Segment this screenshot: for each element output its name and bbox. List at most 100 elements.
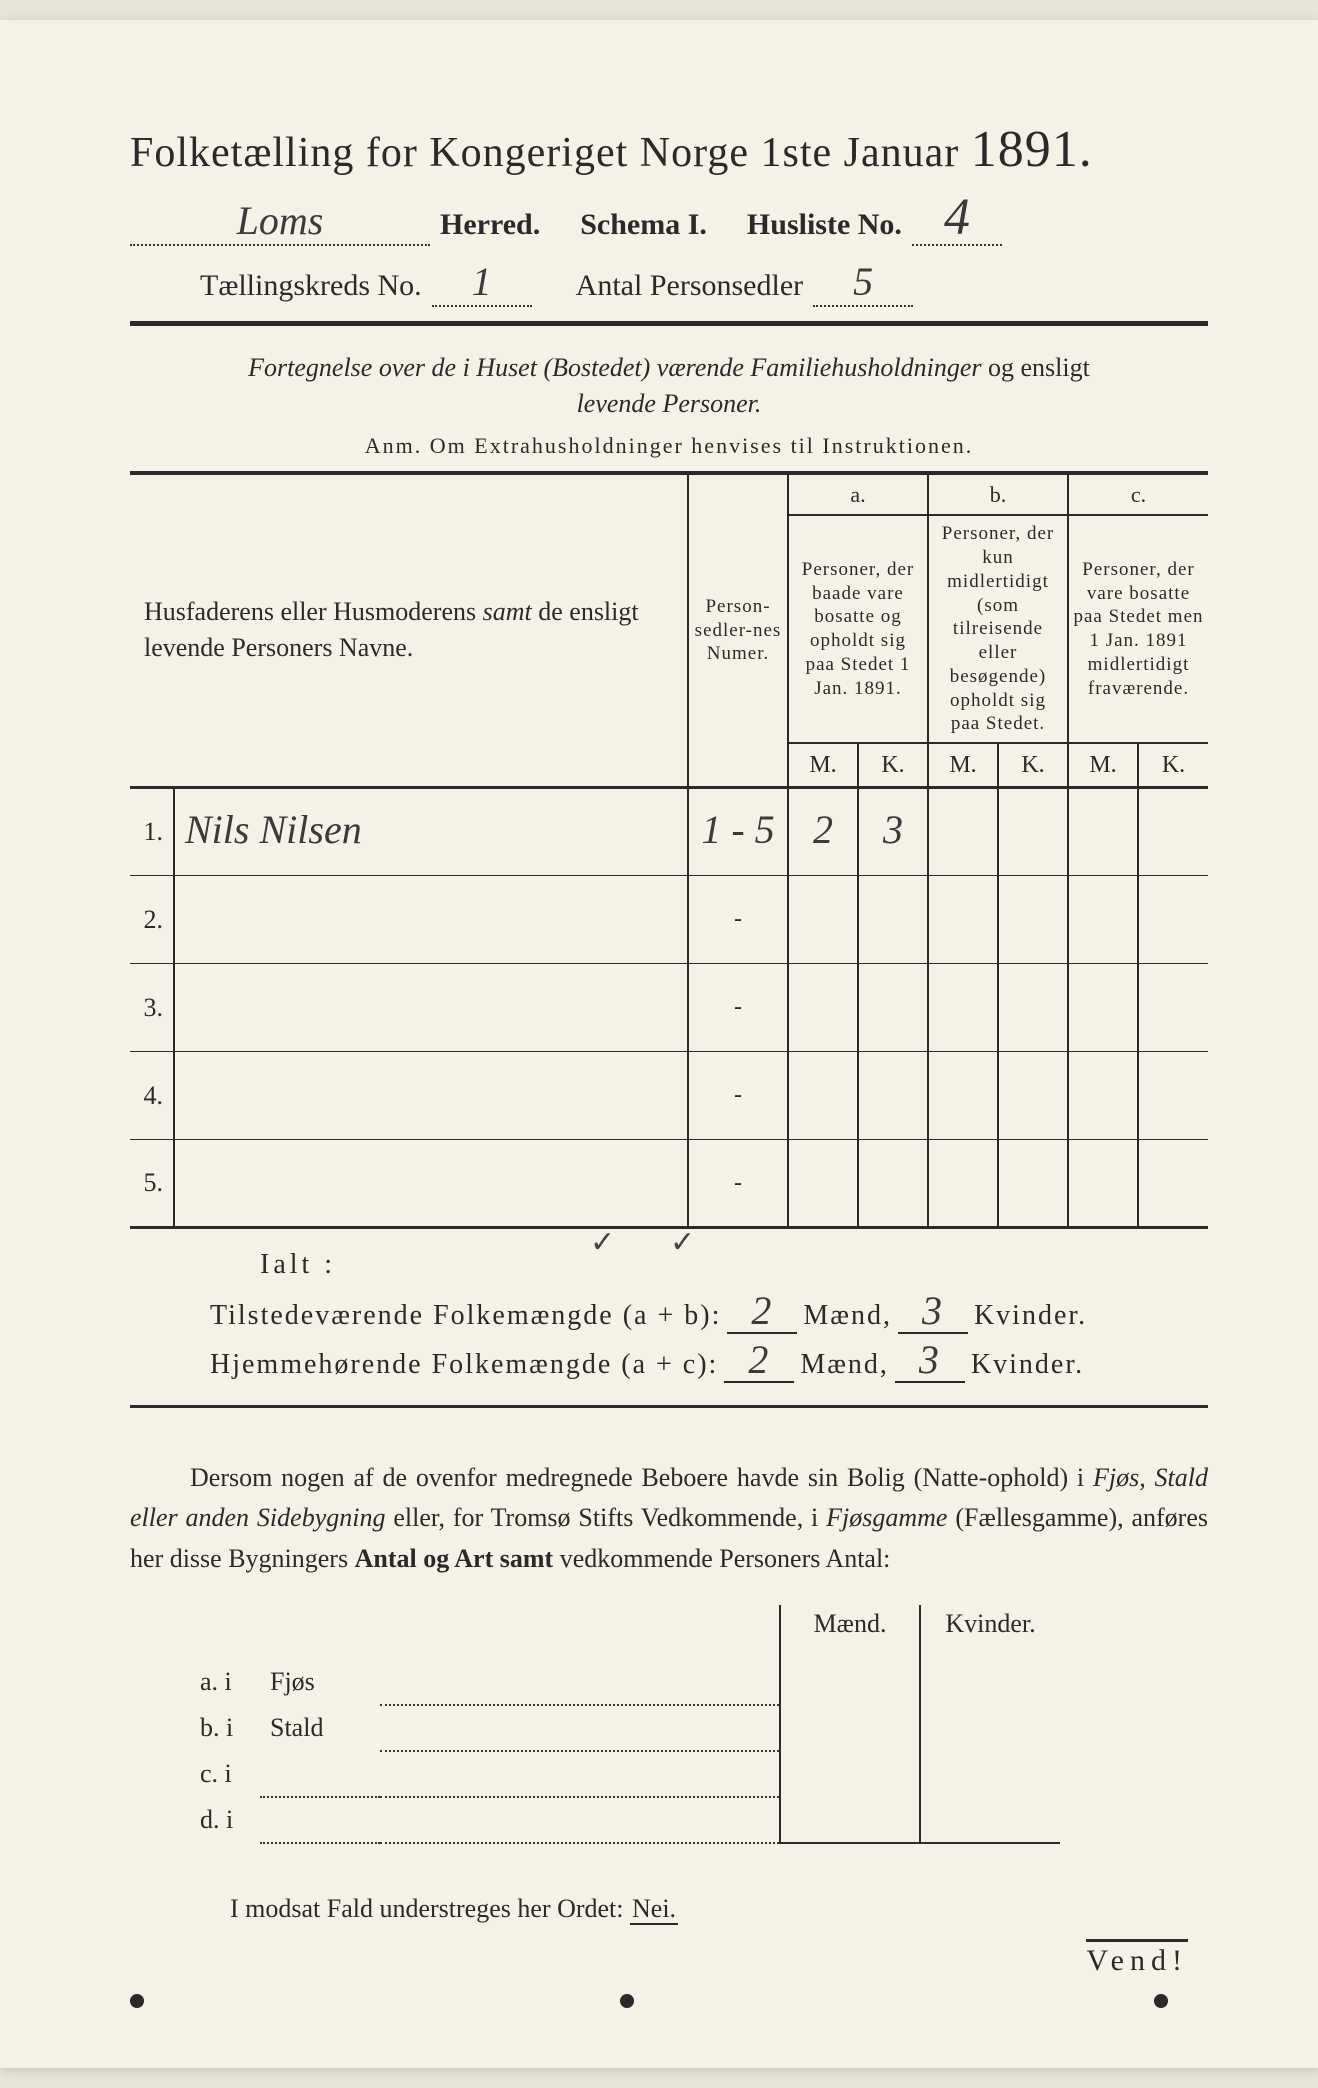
numer-cell[interactable]: 1 - 5 bbox=[688, 788, 788, 876]
bygning-k[interactable] bbox=[920, 1797, 1060, 1843]
present-k-field[interactable]: 3 bbox=[898, 1295, 968, 1334]
kvinder-label: Kvinder. bbox=[971, 1349, 1084, 1381]
punch-hole bbox=[620, 1994, 634, 2008]
title-main: Folketælling for Kongeriget Norge 1ste J… bbox=[130, 130, 959, 176]
bygning-k[interactable] bbox=[920, 1751, 1060, 1797]
col-head-b-letter: b. bbox=[928, 474, 1068, 516]
name-cell[interactable] bbox=[174, 1052, 688, 1140]
col-a-m: M. bbox=[788, 743, 858, 788]
kreds-label: Tællingskreds No. bbox=[200, 269, 422, 303]
numer-cell[interactable]: - bbox=[688, 876, 788, 964]
bygning-dots[interactable] bbox=[380, 1705, 780, 1751]
bygning-k[interactable] bbox=[920, 1705, 1060, 1751]
present-m-field[interactable]: 2 bbox=[727, 1295, 797, 1334]
tick-mark: ✓ bbox=[590, 1225, 615, 1260]
ialt-label: Ialt : bbox=[260, 1249, 1208, 1281]
census-form-page: Folketælling for Kongeriget Norge 1ste J… bbox=[0, 20, 1318, 2068]
table-row: 2. - bbox=[130, 876, 1208, 964]
herred-field[interactable]: Loms bbox=[130, 205, 430, 246]
tick-mark: ✓ bbox=[670, 1225, 695, 1260]
husliste-value: 4 bbox=[944, 189, 970, 246]
bygning-dots[interactable] bbox=[260, 1751, 780, 1797]
a-m-cell[interactable]: 2 bbox=[788, 788, 858, 876]
nei-word[interactable]: Nei. bbox=[630, 1894, 678, 1925]
husliste-field[interactable]: 4 bbox=[912, 197, 1002, 246]
husliste-label: Husliste No. bbox=[747, 208, 902, 242]
name-cell[interactable] bbox=[174, 964, 688, 1052]
census-table-body: 1. Nils Nilsen 1 - 5 2 3 2. - 3. bbox=[130, 788, 1208, 1228]
row-num: 1. bbox=[130, 788, 174, 876]
table-row: 5. - bbox=[130, 1140, 1208, 1228]
bygning-lab: a. i bbox=[190, 1659, 260, 1705]
c-k-cell[interactable] bbox=[1138, 788, 1208, 876]
census-table: Husfaderens eller Husmoderens samt de en… bbox=[130, 473, 1208, 1229]
vend-label: Vend! bbox=[1086, 1939, 1188, 1978]
present-label: Tilstedeværende Folkemængde (a + b): bbox=[210, 1300, 721, 1332]
numer-cell[interactable]: - bbox=[688, 1140, 788, 1228]
desc-1a: Fortegnelse over de i Huset (Bostedet) v… bbox=[248, 353, 981, 382]
bygning-row: b. i Stald bbox=[190, 1705, 1060, 1751]
b-k-cell[interactable] bbox=[998, 788, 1068, 876]
bygning-m[interactable] bbox=[780, 1659, 920, 1705]
col-b-m: M. bbox=[928, 743, 998, 788]
bygning-lab: c. i bbox=[190, 1751, 260, 1797]
bygning-m[interactable] bbox=[780, 1705, 920, 1751]
name-cell[interactable]: Nils Nilsen bbox=[174, 788, 688, 876]
antal-field[interactable]: 5 bbox=[813, 266, 913, 307]
name-cell[interactable] bbox=[174, 876, 688, 964]
bygning-m[interactable] bbox=[780, 1797, 920, 1843]
bygning-lab: b. i bbox=[190, 1705, 260, 1751]
b-m-cell[interactable] bbox=[928, 788, 998, 876]
col-head-a-letter: a. bbox=[788, 474, 928, 516]
bygning-m[interactable] bbox=[780, 1751, 920, 1797]
schema-label: Schema I. bbox=[580, 208, 707, 242]
row-num: 2. bbox=[130, 876, 174, 964]
kreds-field[interactable]: 1 bbox=[432, 266, 532, 307]
form-description: Fortegnelse over de i Huset (Bostedet) v… bbox=[130, 350, 1208, 423]
nei-text: I modsat Fald understreges her Ordet: bbox=[230, 1894, 624, 1923]
header-row-1: Loms Herred. Schema I. Husliste No. 4 bbox=[130, 197, 1208, 246]
table-row: 4. - bbox=[130, 1052, 1208, 1140]
kvinder-label: Kvinder. bbox=[974, 1300, 1087, 1332]
summary-present: Tilstedeværende Folkemængde (a + b): 2 M… bbox=[210, 1295, 1208, 1334]
bygning-row: c. i bbox=[190, 1751, 1060, 1797]
col-a-k: K. bbox=[858, 743, 928, 788]
antal-value: 5 bbox=[853, 259, 873, 304]
bygning-dots[interactable] bbox=[380, 1659, 780, 1705]
name-cell[interactable] bbox=[174, 1140, 688, 1228]
title-year: 1891. bbox=[971, 121, 1093, 178]
herred-label: Herred. bbox=[440, 208, 540, 242]
maend-label: Mænd, bbox=[800, 1349, 889, 1381]
resident-m-field[interactable]: 2 bbox=[724, 1344, 794, 1383]
herred-value: Loms bbox=[237, 198, 324, 243]
punch-hole bbox=[1154, 1994, 1168, 2008]
row-num: 3. bbox=[130, 964, 174, 1052]
col-head-c-letter: c. bbox=[1068, 474, 1208, 516]
bygning-table: Mænd. Kvinder. a. i Fjøs b. i Stald c. i… bbox=[190, 1605, 1060, 1844]
resident-label: Hjemmehørende Folkemængde (a + c): bbox=[210, 1349, 718, 1381]
bygning-row: d. i bbox=[190, 1797, 1060, 1843]
a-k-cell[interactable]: 3 bbox=[858, 788, 928, 876]
bygning-k[interactable] bbox=[920, 1659, 1060, 1705]
desc-2: levende Personer. bbox=[577, 389, 762, 418]
table-row: 3. - bbox=[130, 964, 1208, 1052]
bygning-lab: d. i bbox=[190, 1797, 260, 1843]
bygning-kvinder-head: Kvinder. bbox=[920, 1605, 1060, 1659]
numer-cell[interactable]: - bbox=[688, 964, 788, 1052]
summary-resident: Hjemmehørende Folkemængde (a + c): 2 Mæn… bbox=[210, 1344, 1208, 1383]
numer-cell[interactable]: - bbox=[688, 1052, 788, 1140]
bygning-row: a. i Fjøs bbox=[190, 1659, 1060, 1705]
bygning-dots[interactable] bbox=[260, 1797, 780, 1843]
kreds-value: 1 bbox=[472, 259, 492, 304]
punch-hole bbox=[130, 1994, 144, 2008]
col-head-numer: Person-sedler-nes Numer. bbox=[688, 474, 788, 788]
col-head-c-text: Personer, der vare bosatte paa Stedet me… bbox=[1068, 515, 1208, 743]
bygning-paragraph: Dersom nogen af de ovenfor medregnede Be… bbox=[130, 1458, 1208, 1579]
resident-k-field[interactable]: 3 bbox=[895, 1344, 965, 1383]
bygning-type: Fjøs bbox=[260, 1659, 380, 1705]
c-m-cell[interactable] bbox=[1068, 788, 1138, 876]
form-title: Folketælling for Kongeriget Norge 1ste J… bbox=[130, 120, 1208, 179]
col-head-name: Husfaderens eller Husmoderens samt de en… bbox=[130, 474, 688, 788]
desc-1b: og ensligt bbox=[982, 353, 1090, 382]
col-head-b-text: Personer, der kun midlertidigt (som tilr… bbox=[928, 515, 1068, 743]
